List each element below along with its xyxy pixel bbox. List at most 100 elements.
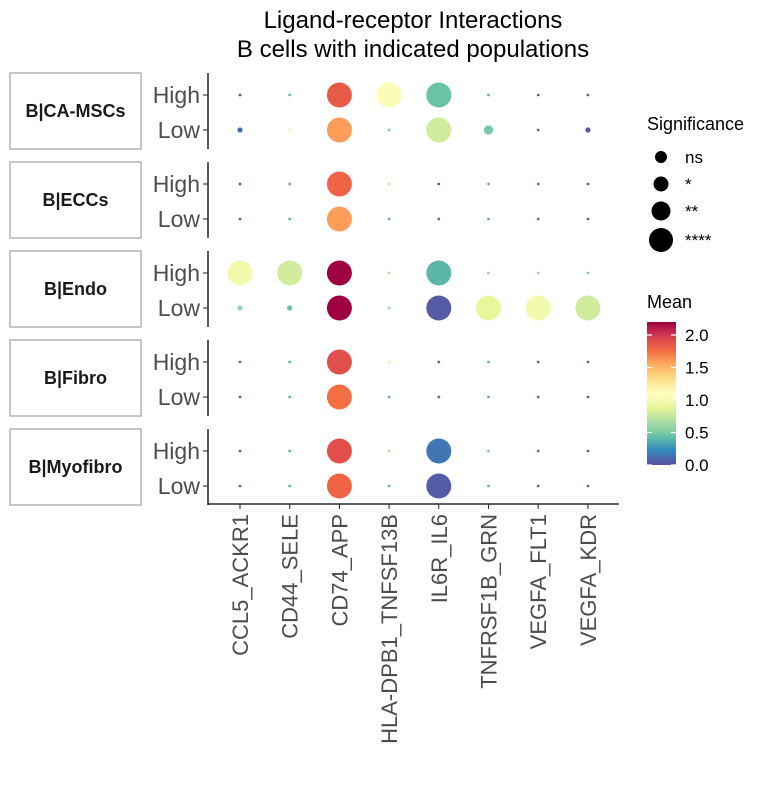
data-point bbox=[288, 360, 292, 364]
facet-strip bbox=[9, 428, 142, 506]
data-point bbox=[238, 484, 242, 488]
facet-panels: B|CA-MSCs High Low B|ECCs High Low B|Endo High L… bbox=[9, 72, 601, 506]
data-point bbox=[536, 182, 540, 186]
data-point bbox=[426, 473, 452, 499]
data-point bbox=[585, 127, 591, 133]
data-point bbox=[575, 295, 601, 321]
size-legend-items: ns******* bbox=[649, 148, 712, 252]
data-point bbox=[536, 271, 540, 275]
y-tick-label: High bbox=[153, 82, 200, 108]
data-point bbox=[487, 395, 490, 399]
size-legend-dot bbox=[655, 151, 667, 163]
data-point bbox=[586, 93, 590, 97]
legend-size-title: Significance bbox=[647, 114, 744, 134]
data-point bbox=[387, 395, 391, 399]
data-point bbox=[487, 217, 490, 221]
data-point bbox=[536, 217, 540, 221]
data-point bbox=[387, 128, 391, 132]
color-tick-label: 1.5 bbox=[685, 359, 709, 378]
data-point bbox=[487, 484, 490, 488]
data-point bbox=[437, 395, 441, 399]
y-tick-label: Low bbox=[158, 384, 201, 410]
data-point bbox=[288, 449, 292, 453]
color-tick-label: 2.0 bbox=[685, 326, 709, 345]
data-point bbox=[476, 295, 501, 321]
facet-strip bbox=[9, 72, 142, 150]
facet-strip-label: B|Endo bbox=[44, 279, 107, 299]
facet-strip-label: B|Fibro bbox=[44, 368, 107, 388]
color-tick-label: 0.0 bbox=[685, 456, 709, 475]
y-tick-label: Low bbox=[158, 295, 201, 321]
size-legend-label: ** bbox=[685, 202, 699, 221]
data-point bbox=[288, 93, 292, 97]
data-point bbox=[536, 360, 540, 364]
data-point bbox=[536, 449, 540, 453]
facet-panel: B|Myofibro High Low bbox=[9, 428, 590, 506]
data-point bbox=[437, 182, 441, 186]
data-point bbox=[227, 260, 253, 286]
data-point bbox=[277, 260, 303, 286]
y-tick-label: High bbox=[153, 171, 200, 197]
x-axis: CCL5_ACKR1 CD44_SELE CD74_APP HLA-DPB1_TNFS… bbox=[208, 503, 619, 744]
data-point bbox=[487, 271, 490, 275]
size-legend-dot bbox=[649, 228, 673, 252]
size-legend-label: ns bbox=[685, 148, 703, 167]
x-tick-label: VEGFA_FLT1 bbox=[526, 514, 551, 649]
facet-panel: B|CA-MSCs High Low bbox=[9, 72, 591, 150]
data-point bbox=[387, 484, 391, 488]
data-point bbox=[326, 438, 352, 464]
data-point bbox=[426, 438, 452, 464]
size-legend-label: * bbox=[685, 175, 692, 194]
color-tick-label: 1.0 bbox=[685, 391, 709, 410]
y-tick-label: High bbox=[153, 349, 200, 375]
facet-strip bbox=[9, 161, 142, 239]
data-point bbox=[426, 117, 452, 143]
data-point bbox=[326, 117, 352, 143]
data-point bbox=[326, 349, 352, 375]
y-tick-label: Low bbox=[158, 206, 201, 232]
data-point bbox=[536, 128, 540, 132]
size-legend-label: **** bbox=[685, 231, 712, 250]
data-point bbox=[387, 306, 391, 310]
color-bar-ticks: 2.0 1.5 1.0 0.5 0.0 bbox=[647, 326, 709, 475]
data-point bbox=[586, 395, 590, 399]
data-point bbox=[586, 484, 590, 488]
data-point bbox=[238, 217, 242, 221]
data-point bbox=[536, 484, 540, 488]
data-point bbox=[387, 271, 391, 275]
y-tick-label: Low bbox=[158, 117, 201, 143]
facet-strip-label: B|ECCs bbox=[42, 190, 108, 210]
data-point bbox=[326, 82, 352, 108]
data-point bbox=[487, 360, 490, 364]
data-point bbox=[238, 395, 242, 399]
x-tick-label: IL6R_IL6 bbox=[427, 514, 452, 603]
data-point bbox=[326, 171, 352, 197]
data-point bbox=[586, 271, 590, 275]
y-tick-label: High bbox=[153, 260, 200, 286]
facet-panel: B|Endo High Low bbox=[9, 250, 601, 328]
facet-strip bbox=[9, 339, 142, 417]
x-tick-label: CCL5_ACKR1 bbox=[228, 514, 253, 656]
x-tick-label: HLA-DPB1_TNFSF13B bbox=[377, 514, 402, 744]
data-point bbox=[288, 484, 292, 488]
data-point bbox=[387, 360, 391, 364]
size-legend-dot bbox=[653, 176, 669, 192]
data-point bbox=[426, 260, 452, 286]
facet-panel: B|Fibro High Low bbox=[9, 339, 590, 417]
data-point bbox=[326, 295, 352, 321]
data-point bbox=[288, 217, 292, 221]
data-point bbox=[437, 217, 441, 221]
data-point bbox=[326, 384, 352, 410]
data-point bbox=[586, 182, 590, 186]
data-point bbox=[586, 360, 590, 364]
data-point bbox=[426, 295, 452, 321]
data-point bbox=[326, 260, 352, 286]
data-point bbox=[238, 449, 242, 453]
data-point bbox=[387, 449, 391, 453]
data-point bbox=[437, 360, 441, 364]
y-tick-label: High bbox=[153, 438, 200, 464]
data-point bbox=[376, 82, 402, 108]
data-point bbox=[237, 127, 243, 133]
data-point bbox=[586, 449, 590, 453]
